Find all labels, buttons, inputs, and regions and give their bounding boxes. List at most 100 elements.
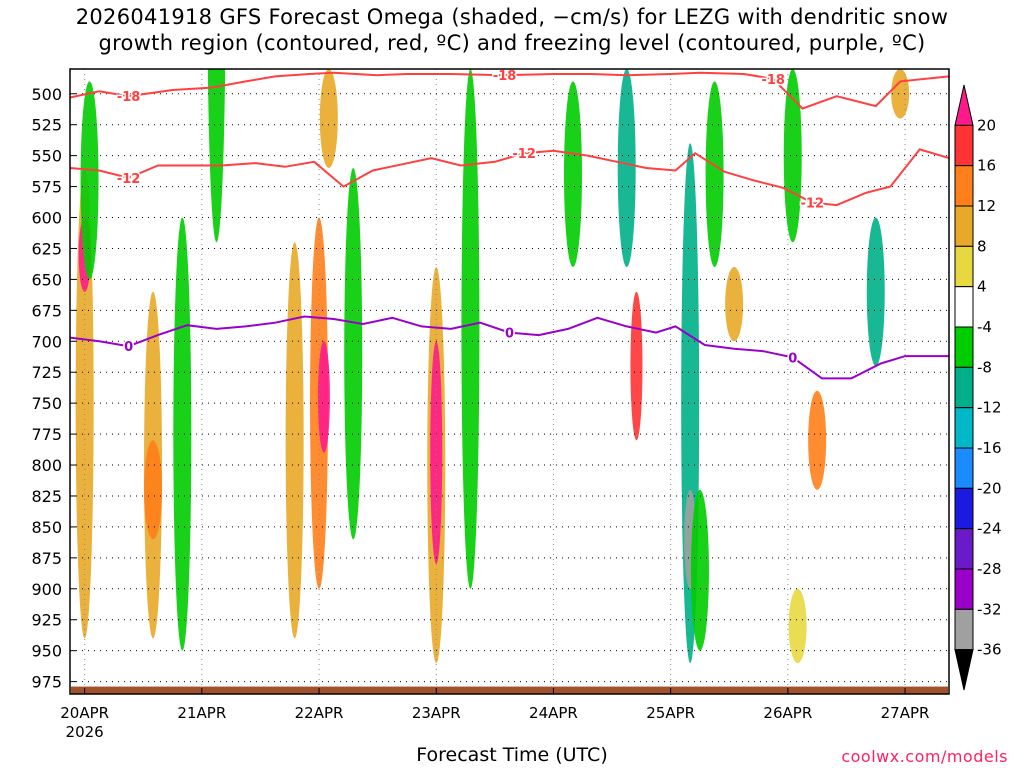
colorbar-segment xyxy=(954,205,974,247)
colorbar-segment xyxy=(954,608,974,651)
omega-patch xyxy=(891,69,910,119)
y-tick-label: 700 xyxy=(31,332,62,351)
colorbar-label: -16 xyxy=(977,439,1002,457)
y-tick-label: 625 xyxy=(31,239,62,258)
y-tick-label: 925 xyxy=(31,611,62,630)
colorbar-label: 12 xyxy=(977,197,996,215)
y-tick-label: 750 xyxy=(31,394,62,413)
colorbar-label: -12 xyxy=(977,399,1002,417)
colorbar-label: -32 xyxy=(977,600,1002,618)
contour--18 xyxy=(70,71,949,110)
contour-label: 0 xyxy=(788,351,797,366)
y-tick-label: 775 xyxy=(31,425,62,444)
omega-patch xyxy=(630,291,643,441)
colorbar-segment xyxy=(954,84,974,126)
omega-patch xyxy=(783,69,802,243)
omega-patch xyxy=(430,341,443,565)
y-tick-label: 575 xyxy=(31,178,62,197)
x-tick-label: 23APR xyxy=(412,704,461,722)
x-axis: 20APR 21APR 22APR 23APR 24APR 25APR 26APR 27APR… xyxy=(60,688,929,741)
contour-label: -18 xyxy=(117,90,141,105)
colorbar-segment xyxy=(954,366,974,409)
colorbar-segment xyxy=(954,165,974,207)
omega-patch xyxy=(705,81,724,268)
contour-label: -12 xyxy=(512,147,536,162)
omega-patch xyxy=(788,588,807,664)
contour-label: -12 xyxy=(801,197,825,212)
colorbar-segment xyxy=(954,124,974,167)
omega-patch xyxy=(725,267,744,342)
y-tick-label: 600 xyxy=(31,209,62,228)
omega-patch xyxy=(461,69,480,589)
x-tick-year: 2026 xyxy=(66,723,104,741)
colorbar-segment xyxy=(954,447,974,489)
omega-patch xyxy=(80,81,99,280)
y-tick-label: 875 xyxy=(31,549,62,568)
omega-patch xyxy=(866,217,885,367)
x-tick-label: 20APR xyxy=(60,704,109,722)
colorbar-segment xyxy=(954,649,974,691)
colorbar-segment xyxy=(954,487,974,530)
y-tick-label: 825 xyxy=(31,487,62,506)
omega-patch xyxy=(617,69,636,268)
omega-patch xyxy=(207,69,226,243)
y-tick-label: 900 xyxy=(31,580,62,599)
omega-patch xyxy=(319,69,338,169)
contour-label: -18 xyxy=(761,73,785,88)
y-tick-label: 550 xyxy=(31,147,62,166)
chart-title-line-1: 2026041918 GFS Forecast Omega (shaded, −… xyxy=(75,5,949,29)
chart-title-line-2: growth region (contoured, red, ºC) and f… xyxy=(98,31,926,55)
y-tick-label: 500 xyxy=(31,85,62,104)
contour--12 xyxy=(70,148,949,207)
x-tick-label: 24APR xyxy=(529,704,578,722)
y-tick-label: 675 xyxy=(31,301,62,320)
colorbar-label: 8 xyxy=(977,237,987,255)
contour-label: -12 xyxy=(117,172,141,187)
omega-patch xyxy=(317,341,330,453)
colorbar-label: -8 xyxy=(977,358,992,376)
colorbar-label: -4 xyxy=(977,318,992,336)
colorbar-label: 20 xyxy=(977,116,996,134)
omega-patch xyxy=(285,242,304,639)
colorbar-segment xyxy=(954,407,974,449)
colorbar-segment xyxy=(954,245,974,288)
omega-patch xyxy=(144,440,163,540)
y-tick-label: 800 xyxy=(31,456,62,475)
plot-frame xyxy=(69,68,950,695)
y-tick-label: 850 xyxy=(31,518,62,537)
y-tick-label: 725 xyxy=(31,363,62,382)
y-tick-label: 525 xyxy=(31,116,62,135)
terrain-band xyxy=(71,686,948,694)
chart-title: 2026041918 GFS Forecast Omega (shaded, −… xyxy=(0,4,1024,56)
x-tick-label: 21APR xyxy=(177,704,226,722)
credit-link[interactable]: coolwx.com/models xyxy=(841,747,1008,766)
colorbar-label: -24 xyxy=(977,520,1002,538)
colorbar: 20 16 12 8 4 -4 -8 -12 -16 -20 -24 -28 -32 -36 xyxy=(954,84,1002,691)
terrain xyxy=(71,686,948,694)
colorbar-label: 4 xyxy=(977,278,987,296)
contour-label: -18 xyxy=(493,69,517,84)
omega-shading xyxy=(75,69,910,664)
y-axis: 500 525 550 575 600 625 650 675 700 725 750 775 800 8… xyxy=(31,85,76,692)
contour-label: 0 xyxy=(505,327,514,342)
colorbar-label: -36 xyxy=(977,641,1002,659)
y-tick-label: 650 xyxy=(31,270,62,289)
omega-patch xyxy=(173,217,192,651)
x-tick-label: 25APR xyxy=(646,704,695,722)
colorbar-label: -20 xyxy=(977,479,1002,497)
omega-patch xyxy=(75,168,94,639)
colorbar-segment xyxy=(954,528,974,570)
colorbar-segment xyxy=(954,568,974,610)
omega-patch xyxy=(563,81,582,268)
temperature-contours: -18 -18 -18 -12 -12 -12 0 0 0 xyxy=(70,69,949,380)
colorbar-label: -28 xyxy=(977,560,1002,578)
grid xyxy=(70,69,949,694)
x-tick-label: 27APR xyxy=(881,704,930,722)
contour-label: 0 xyxy=(124,340,133,355)
colorbar-label: 16 xyxy=(977,157,996,175)
omega-patch xyxy=(690,489,709,651)
y-tick-label: 950 xyxy=(31,642,62,661)
y-tick-label: 975 xyxy=(31,673,62,692)
contour-0 xyxy=(70,315,949,380)
